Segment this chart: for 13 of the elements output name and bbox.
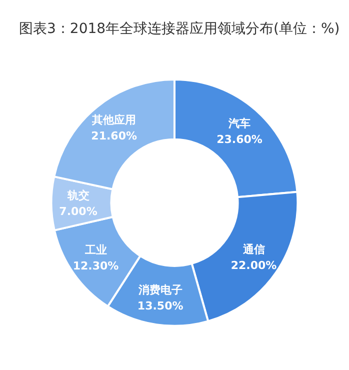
slice-label: 其他应用: [91, 113, 136, 126]
data-label: 7.00%: [59, 204, 98, 218]
slice-label: 汽车: [227, 117, 250, 130]
chart-title: 图表3：2018年全球连接器应用领域分布(单位：%): [19, 21, 340, 37]
data-label: 21.60%: [91, 129, 138, 142]
data-label: 22.00%: [230, 258, 277, 272]
slice-label: 消费电子: [137, 283, 182, 296]
slice-label: 通信: [242, 242, 265, 256]
slice-label: 工业: [84, 244, 107, 257]
data-label: 12.30%: [72, 260, 119, 273]
data-label: 13.50%: [137, 299, 184, 312]
slice-label: 轨交: [66, 188, 90, 202]
data-label: 23.60%: [216, 133, 262, 146]
